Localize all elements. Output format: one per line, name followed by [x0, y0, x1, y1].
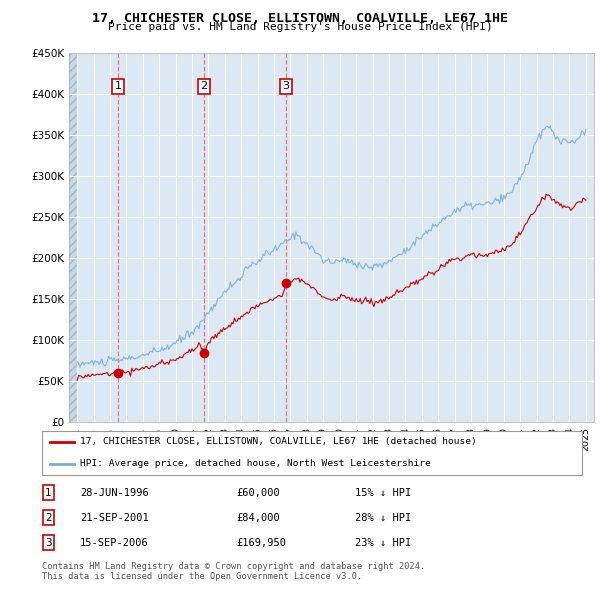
Text: 2: 2 [45, 513, 52, 523]
Text: 3: 3 [283, 81, 289, 91]
Text: £60,000: £60,000 [236, 488, 280, 498]
Text: 21-SEP-2001: 21-SEP-2001 [80, 513, 149, 523]
Text: Price paid vs. HM Land Registry's House Price Index (HPI): Price paid vs. HM Land Registry's House … [107, 22, 493, 32]
Text: 15% ↓ HPI: 15% ↓ HPI [355, 488, 412, 498]
Text: 23% ↓ HPI: 23% ↓ HPI [355, 537, 412, 548]
Text: 2: 2 [200, 81, 208, 91]
Bar [69, 53, 77, 422]
Text: £169,950: £169,950 [236, 537, 286, 548]
Text: £84,000: £84,000 [236, 513, 280, 523]
FancyBboxPatch shape [42, 431, 582, 475]
Text: Contains HM Land Registry data © Crown copyright and database right 2024.: Contains HM Land Registry data © Crown c… [42, 562, 425, 571]
Text: 15-SEP-2006: 15-SEP-2006 [80, 537, 149, 548]
Text: 1: 1 [45, 488, 52, 498]
Text: This data is licensed under the Open Government Licence v3.0.: This data is licensed under the Open Gov… [42, 572, 362, 581]
Text: 28-JUN-1996: 28-JUN-1996 [80, 488, 149, 498]
Text: 3: 3 [45, 537, 52, 548]
Text: 1: 1 [115, 81, 122, 91]
Text: HPI: Average price, detached house, North West Leicestershire: HPI: Average price, detached house, Nort… [80, 460, 431, 468]
Text: 17, CHICHESTER CLOSE, ELLISTOWN, COALVILLE, LE67 1HE: 17, CHICHESTER CLOSE, ELLISTOWN, COALVIL… [92, 12, 508, 25]
Text: 17, CHICHESTER CLOSE, ELLISTOWN, COALVILLE, LE67 1HE (detached house): 17, CHICHESTER CLOSE, ELLISTOWN, COALVIL… [80, 437, 476, 446]
Text: 28% ↓ HPI: 28% ↓ HPI [355, 513, 412, 523]
